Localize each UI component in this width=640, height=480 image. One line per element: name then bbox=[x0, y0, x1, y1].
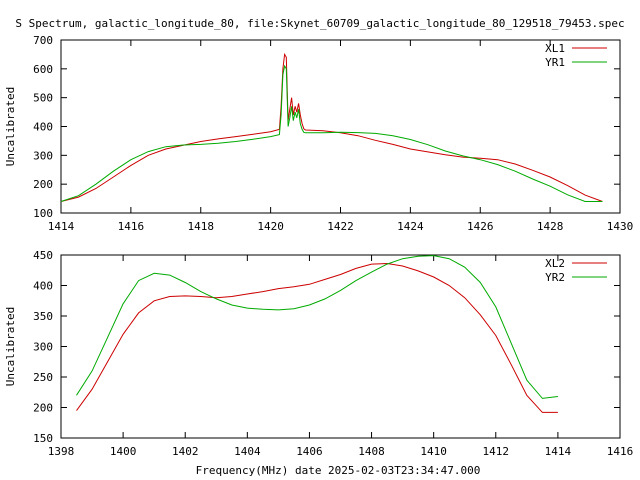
x-tick-label: 1414 bbox=[48, 220, 75, 233]
y-axis-label: Uncalibrated bbox=[4, 87, 17, 166]
x-tick-label: 1428 bbox=[537, 220, 564, 233]
y-tick-label: 450 bbox=[33, 249, 53, 262]
x-axis-label-bottom: Frequency(MHz) date 2025-02-03T23:34:47.… bbox=[196, 464, 481, 477]
y-tick-label: 250 bbox=[33, 371, 53, 384]
x-tick-label: 1406 bbox=[296, 445, 323, 458]
y-tick-label: 300 bbox=[33, 149, 53, 162]
y-tick-label: 400 bbox=[33, 121, 53, 134]
y-tick-label: 150 bbox=[33, 432, 53, 445]
x-tick-label: 1426 bbox=[467, 220, 494, 233]
legend-label-xl1: XL1 bbox=[545, 42, 565, 55]
series-line-yr2 bbox=[76, 255, 558, 399]
x-tick-label: 1418 bbox=[188, 220, 215, 233]
bottom-panel: 1398 1400 1402 1404 1406 1408 1410 1412 1414 1416… bbox=[4, 249, 633, 458]
x-tick-label: 1416 bbox=[118, 220, 145, 233]
x-tick-label: 1422 bbox=[327, 220, 354, 233]
x-tick-label: 1410 bbox=[420, 445, 447, 458]
y-axis-label: Uncalibrated bbox=[4, 307, 17, 386]
y-tick-label: 500 bbox=[33, 92, 53, 105]
plot-frame bbox=[60, 39, 621, 214]
chart-title: S Spectrum, galactic_longitude_80, file:… bbox=[15, 17, 624, 30]
series-line-yr1 bbox=[60, 64, 603, 202]
x-tick-label: 1408 bbox=[358, 445, 385, 458]
x-tick-label: 1404 bbox=[234, 445, 261, 458]
y-tick-label: 700 bbox=[33, 34, 53, 47]
x-tick-label: 1398 bbox=[48, 445, 75, 458]
legend-label-yr2: YR2 bbox=[545, 271, 565, 284]
x-tick-label: 1400 bbox=[110, 445, 137, 458]
y-tick-label: 400 bbox=[33, 280, 53, 293]
x-tick-label: 1402 bbox=[172, 445, 199, 458]
x-tick-label: 1424 bbox=[397, 220, 424, 233]
x-tick-label: 1414 bbox=[545, 445, 572, 458]
legend-label-xl2: XL2 bbox=[545, 257, 565, 270]
series-line-xl1 bbox=[60, 52, 603, 202]
y-tick-label: 300 bbox=[33, 341, 53, 354]
x-tick-label: 1420 bbox=[257, 220, 284, 233]
y-tick-label: 100 bbox=[33, 207, 53, 220]
y-tick-label: 600 bbox=[33, 63, 53, 76]
y-tick-label: 200 bbox=[33, 178, 53, 191]
x-tick-label: 1412 bbox=[483, 445, 510, 458]
top-panel: 1414 1416 1418 1420 1422 1424 1426 1428 1430 100 2… bbox=[4, 34, 633, 233]
series-line-xl2 bbox=[76, 262, 558, 413]
x-tick-label: 1416 bbox=[607, 445, 634, 458]
y-tick-label: 200 bbox=[33, 402, 53, 415]
x-tick-label: 1430 bbox=[607, 220, 634, 233]
legend-label-yr1: YR1 bbox=[545, 56, 565, 69]
y-tick-label: 350 bbox=[33, 310, 53, 323]
plot-frame bbox=[60, 254, 621, 439]
